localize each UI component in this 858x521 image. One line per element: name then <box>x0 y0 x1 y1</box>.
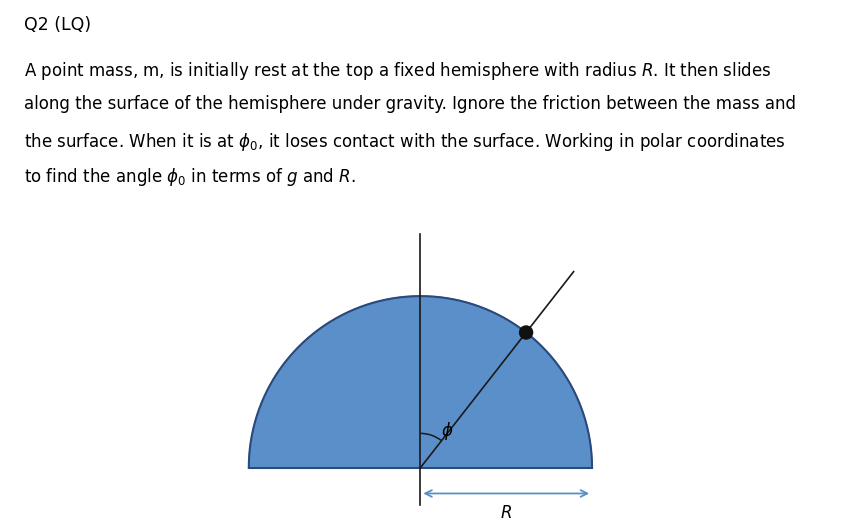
Text: to find the angle $\phi_0$ in terms of $g$ and $R$.: to find the angle $\phi_0$ in terms of $… <box>24 166 356 188</box>
Polygon shape <box>249 296 592 468</box>
Text: the surface. When it is at $\phi_0$, it loses contact with the surface. Working : the surface. When it is at $\phi_0$, it … <box>24 131 786 153</box>
Text: along the surface of the hemisphere under gravity. Ignore the friction between t: along the surface of the hemisphere unde… <box>24 95 796 114</box>
Text: $R$: $R$ <box>500 505 512 521</box>
Text: $\phi$: $\phi$ <box>441 420 453 442</box>
Text: Q2 (LQ): Q2 (LQ) <box>24 16 91 34</box>
Text: A point mass, m, is initially rest at the top a fixed hemisphere with radius $R$: A point mass, m, is initially rest at th… <box>24 60 771 82</box>
Circle shape <box>520 326 533 339</box>
